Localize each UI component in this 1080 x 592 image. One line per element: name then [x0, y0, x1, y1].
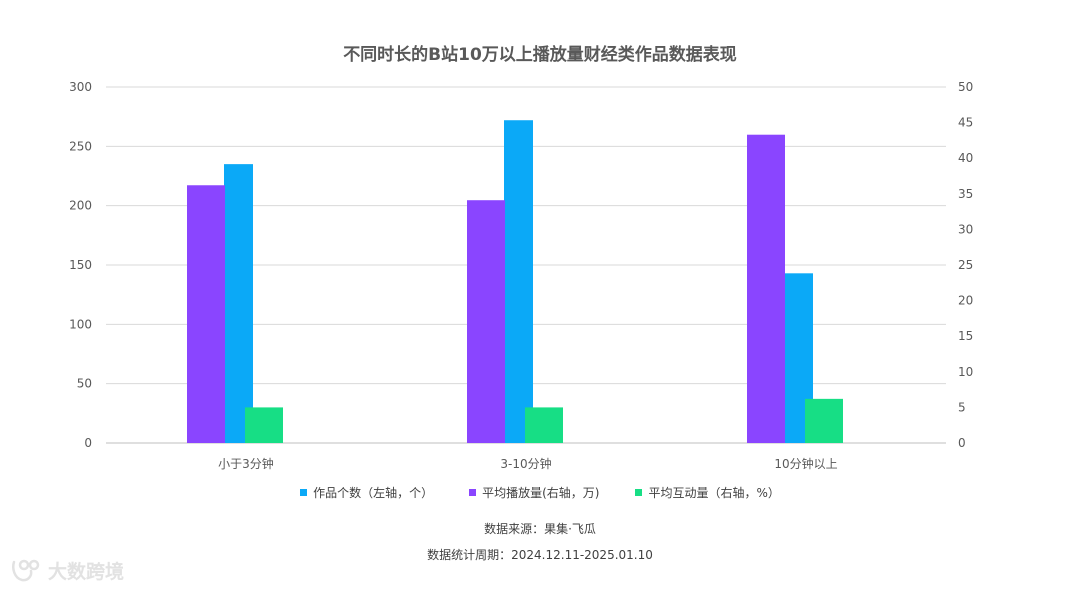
right-tick-label: 35: [958, 187, 973, 201]
left-tick-label: 50: [77, 377, 92, 391]
watermark-text: 大数跨境: [48, 560, 125, 583]
right-tick-label: 20: [958, 294, 973, 308]
left-tick-label: 300: [69, 80, 92, 94]
bar-avg-engagement: [805, 398, 843, 443]
bar-avg-engagement: [525, 407, 563, 443]
legend-swatch: [635, 489, 643, 496]
right-tick-label: 5: [958, 400, 966, 414]
right-tick-label: 30: [958, 222, 973, 236]
legend-item: 平均播放量(右轴，万): [469, 484, 599, 501]
legend-label: 平均互动量（右轴，%）: [648, 486, 780, 500]
chart-plot: 0 50 100 150 200 250 300 0 5 10 15 20 25 30 35 40 45 50 小于…: [69, 80, 973, 470]
right-tick-label: 0: [958, 436, 966, 450]
source-note: 数据来源：果集·飞瓜: [484, 522, 596, 536]
legend-swatch: [469, 489, 477, 496]
bar-avg-engagement: [245, 407, 283, 443]
period-note: 数据统计周期：2024.12.11-2025.01.10: [427, 548, 653, 562]
bar-work-count: [504, 120, 533, 443]
right-tick-label: 25: [958, 258, 973, 272]
chart-title: 不同时长的B站10万以上播放量财经类作品数据表现: [343, 45, 737, 65]
category-label: 小于3分钟: [218, 456, 274, 470]
bar-avg-plays: [467, 200, 505, 443]
watermark-logo-icon: [12, 559, 40, 582]
left-tick-label: 250: [69, 139, 92, 153]
watermark: 大数跨境: [10, 556, 124, 584]
legend-swatch: [300, 489, 308, 496]
category-label: 3-10分钟: [500, 456, 551, 470]
bar-avg-plays: [747, 134, 785, 444]
legend-label: 作品个数（左轴，个）: [313, 486, 434, 500]
left-tick-label: 200: [69, 199, 92, 213]
left-tick-label: 150: [69, 258, 92, 272]
legend-label: 平均播放量(右轴，万): [482, 486, 600, 500]
right-tick-label: 40: [958, 151, 973, 165]
bar-avg-plays: [187, 185, 225, 444]
right-tick-label: 45: [958, 116, 973, 130]
category-label: 10分钟以上: [774, 456, 837, 470]
right-tick-label: 10: [958, 365, 973, 379]
left-tick-label: 100: [69, 317, 92, 331]
bar-work-count: [224, 164, 253, 443]
chart-legend: 作品个数（左轴，个） 平均播放量(右轴，万) 平均互动量（右轴，%）: [0, 484, 1080, 501]
right-tick-label: 15: [958, 329, 973, 343]
right-tick-label: 50: [958, 80, 973, 94]
legend-item: 平均互动量（右轴，%）: [635, 484, 780, 501]
legend-item: 作品个数（左轴，个）: [300, 484, 433, 501]
left-tick-label: 0: [84, 436, 92, 450]
